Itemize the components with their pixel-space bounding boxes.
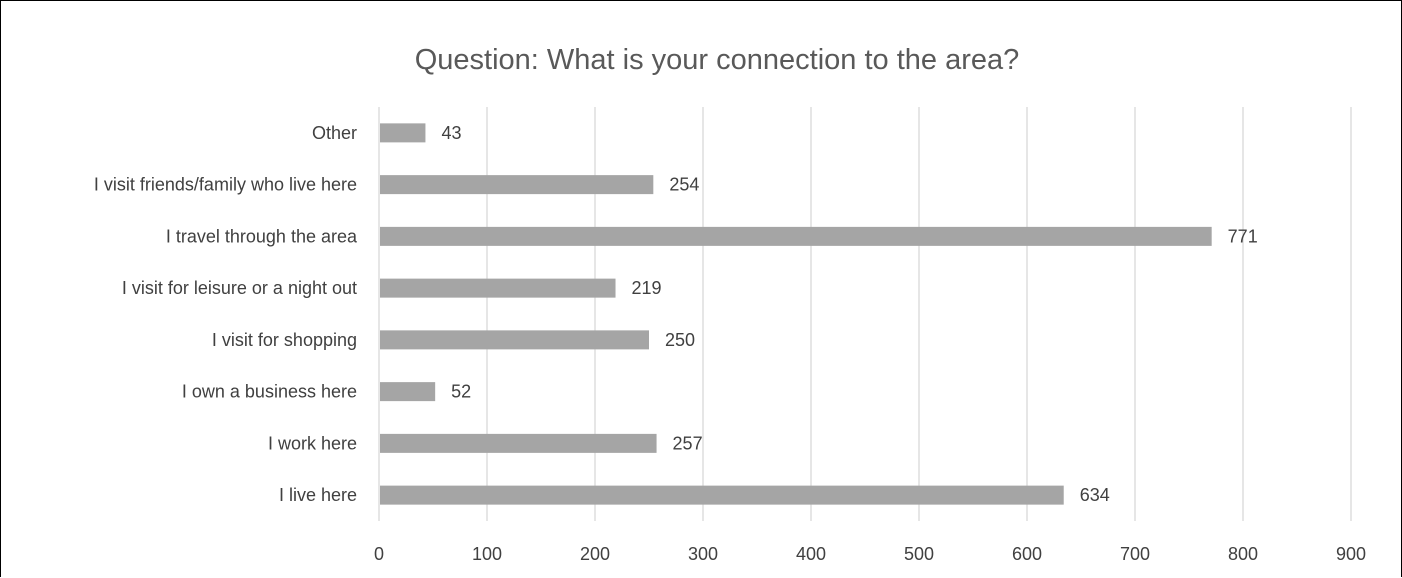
bar — [380, 175, 654, 195]
data-label: 771 — [1228, 226, 1258, 246]
bar — [380, 433, 657, 453]
x-tick-label: 300 — [688, 544, 718, 564]
x-tick-label: 400 — [796, 544, 826, 564]
x-tick-label: 200 — [580, 544, 610, 564]
bar — [380, 330, 649, 350]
category-label: I live here — [279, 485, 357, 505]
category-label: I travel through the area — [166, 226, 358, 246]
category-label: I visit for shopping — [212, 330, 357, 350]
data-label: 52 — [451, 382, 471, 402]
category-labels: Other I visit friends/family who live her… — [94, 123, 358, 505]
grid-lines — [378, 107, 1352, 521]
category-label: I own a business here — [182, 382, 357, 402]
bar — [380, 226, 1212, 246]
x-tick-label: 500 — [904, 544, 934, 564]
x-tick-label: 900 — [1336, 544, 1366, 564]
bar — [380, 485, 1064, 505]
data-label: 634 — [1080, 485, 1110, 505]
x-tick-label: 0 — [374, 544, 384, 564]
category-label: I visit friends/family who live here — [94, 175, 357, 195]
x-tick-label: 800 — [1228, 544, 1258, 564]
data-label: 250 — [665, 330, 695, 350]
x-tick-label: 100 — [472, 544, 502, 564]
bar — [380, 123, 426, 143]
category-label: I visit for leisure or a night out — [122, 278, 357, 298]
x-tick-label: 700 — [1120, 544, 1150, 564]
x-tick-label: 600 — [1012, 544, 1042, 564]
data-label: 43 — [441, 123, 461, 143]
x-axis-tick-labels: 0 100 200 300 400 500 600 700 800 900 — [374, 544, 1366, 564]
bar — [380, 382, 436, 402]
category-label: I work here — [268, 433, 357, 453]
bar — [380, 278, 616, 298]
category-label: Other — [312, 123, 357, 143]
data-labels: 43 254 771 219 250 52 257 634 — [441, 123, 1257, 505]
data-label: 257 — [673, 433, 703, 453]
bars — [380, 123, 1212, 505]
data-label: 254 — [669, 175, 699, 195]
chart-title: Question: What is your connection to the… — [415, 44, 1020, 76]
data-label: 219 — [632, 278, 662, 298]
